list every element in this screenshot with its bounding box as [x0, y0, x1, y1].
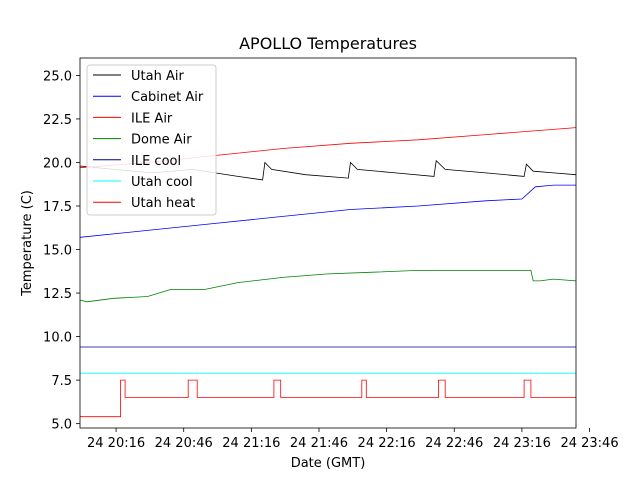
y-axis: 5.0 7.5 10.0 12.5 15.0 17.5 20.0 22.5 25.0 — [43, 69, 80, 433]
y-tick-label: 10.0 — [43, 331, 72, 346]
y-axis-title: Temperature (C) — [20, 190, 35, 297]
x-axis: 24 20:16 24 20:46 24 21:16 24 21:46 24 22:16… — [87, 428, 619, 451]
x-axis-title: Date (GMT) — [291, 456, 366, 471]
y-tick-label: 7.5 — [51, 374, 72, 389]
x-tick-label: 24 21:46 — [290, 436, 348, 451]
legend-label-ile-cool: ILE cool — [131, 154, 181, 169]
chart-title: APOLLO Temperatures — [239, 34, 417, 53]
series-line-utah-heat — [80, 379, 576, 418]
y-tick-label: 15.0 — [43, 244, 72, 259]
series-line-cabinet-air — [79, 184, 576, 238]
x-tick-label: 24 20:46 — [155, 436, 213, 451]
legend-label-ile-air: ILE Air — [131, 111, 173, 126]
legend-label-cabinet-air: Cabinet Air — [131, 90, 204, 105]
y-tick-label: 22.5 — [43, 113, 72, 128]
y-tick-label: 17.5 — [43, 200, 72, 215]
y-tick-label: 25.0 — [43, 69, 72, 84]
legend-label-dome-air: Dome Air — [131, 133, 192, 148]
x-tick-label: 24 20:16 — [87, 436, 145, 451]
y-tick-label: 12.5 — [43, 287, 72, 302]
legend-label-utah-heat: Utah heat — [131, 196, 195, 211]
x-tick-label: 24 22:16 — [358, 436, 416, 451]
y-tick-label: 5.0 — [51, 418, 72, 433]
x-tick-label: 24 23:46 — [560, 436, 618, 451]
y-tick-label: 20.0 — [43, 156, 72, 171]
plot-frame — [79, 57, 577, 429]
x-tick-label: 24 23:16 — [493, 436, 551, 451]
series-line-dome-air — [79, 269, 577, 303]
legend-label-utah-air: Utah Air — [131, 69, 184, 84]
x-tick-label: 24 21:16 — [222, 436, 280, 451]
legend: Utah Air Cabinet Air ILE Air Dome Air ILE co… — [86, 64, 217, 216]
x-tick-label: 24 22:46 — [425, 436, 483, 451]
legend-box — [86, 64, 217, 216]
legend-label-utah-cool: Utah cool — [131, 175, 193, 190]
